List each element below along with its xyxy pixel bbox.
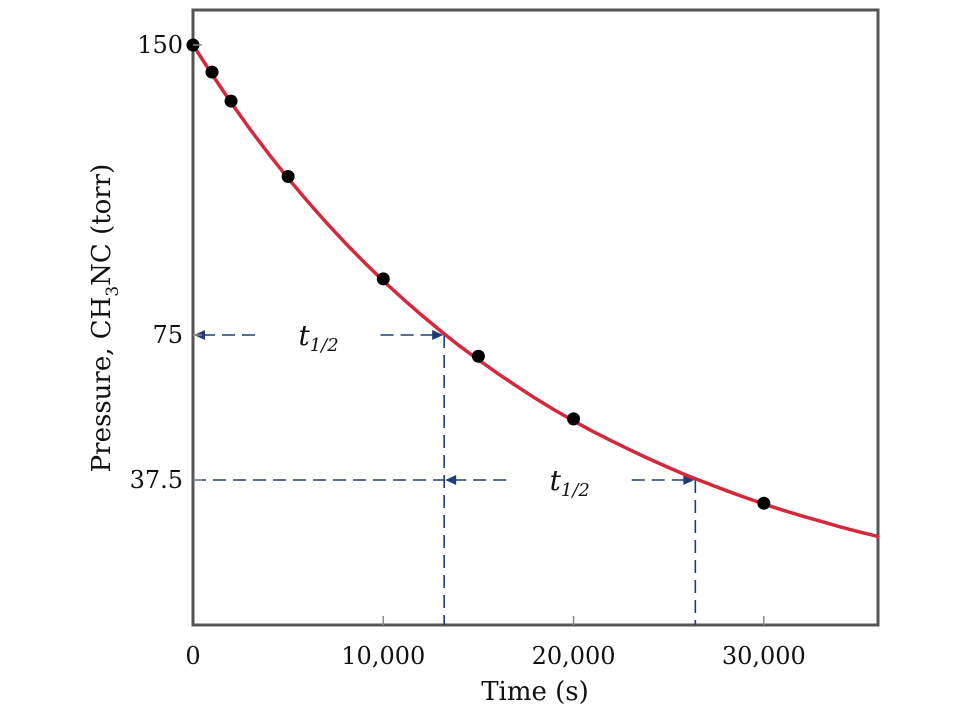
half-life-2-arrowhead-left bbox=[445, 475, 457, 485]
half-life-2-label-symbol: t bbox=[550, 464, 562, 497]
data-point-3 bbox=[224, 94, 238, 108]
x-tick-label-20,000: 20,000 bbox=[532, 642, 616, 670]
y-tick-label-150: 150 bbox=[137, 31, 183, 59]
data-points bbox=[186, 38, 771, 510]
half-life-1-label: t1/2 bbox=[298, 319, 338, 356]
half-life-1-label-subscript: 1/2 bbox=[310, 335, 339, 356]
x-tick-label-0: 0 bbox=[185, 642, 200, 670]
x-axis-title: Time (s) bbox=[481, 677, 589, 707]
x-tick-label-10,000: 10,000 bbox=[341, 642, 425, 670]
x-axis-ticks: 0 10,000 20,000 30,000 bbox=[185, 616, 806, 670]
data-point-6 bbox=[471, 349, 485, 363]
y-tick-label-37.5: 37.5 bbox=[130, 466, 183, 494]
half-life-2-arrowhead-right bbox=[683, 475, 695, 485]
half-life-1-label-symbol: t bbox=[298, 319, 310, 352]
y-axis-title-suffix: NC (torr) bbox=[87, 164, 117, 286]
half-life-2-label-subscript: 1/2 bbox=[561, 480, 590, 501]
data-point-7 bbox=[567, 412, 581, 426]
y-axis-ticks: 150 75 37.5 bbox=[130, 31, 202, 494]
y-tick-label-75: 75 bbox=[152, 321, 183, 349]
y-axis-title-subscript: 3 bbox=[103, 286, 123, 297]
half-life-1-arrowhead-right bbox=[432, 330, 444, 340]
half-life-2-label: t1/2 bbox=[550, 464, 590, 501]
x-tick-label-30,000: 30,000 bbox=[722, 642, 806, 670]
data-point-2 bbox=[205, 65, 219, 79]
data-point-4 bbox=[281, 169, 295, 183]
y-axis-title-prefix: Pressure, CH bbox=[87, 297, 117, 473]
plot-frame bbox=[191, 8, 880, 627]
half-life-annotations: t1/2t1/2 bbox=[193, 319, 697, 625]
y-axis-title: Pressure, CH3NC (torr) bbox=[87, 164, 123, 473]
data-point-5 bbox=[376, 272, 390, 286]
data-point-8 bbox=[757, 496, 771, 510]
